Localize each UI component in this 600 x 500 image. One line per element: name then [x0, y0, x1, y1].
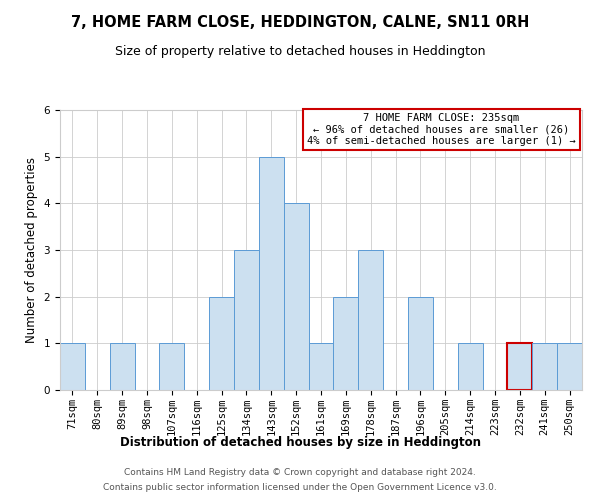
Text: Contains HM Land Registry data © Crown copyright and database right 2024.: Contains HM Land Registry data © Crown c…	[124, 468, 476, 477]
Bar	[60, 344, 85, 390]
Bar	[259, 156, 284, 390]
Text: Size of property relative to detached houses in Heddington: Size of property relative to detached ho…	[115, 45, 485, 58]
Bar	[458, 344, 482, 390]
Bar	[358, 250, 383, 390]
Bar	[308, 344, 334, 390]
Bar	[160, 344, 184, 390]
Bar	[209, 296, 234, 390]
Text: Contains public sector information licensed under the Open Government Licence v3: Contains public sector information licen…	[103, 483, 497, 492]
Text: Distribution of detached houses by size in Heddington: Distribution of detached houses by size …	[119, 436, 481, 449]
Text: 7, HOME FARM CLOSE, HEDDINGTON, CALNE, SN11 0RH: 7, HOME FARM CLOSE, HEDDINGTON, CALNE, S…	[71, 15, 529, 30]
Bar	[234, 250, 259, 390]
Bar	[334, 296, 358, 390]
Text: 7 HOME FARM CLOSE: 235sqm
← 96% of detached houses are smaller (26)
4% of semi-d: 7 HOME FARM CLOSE: 235sqm ← 96% of detac…	[307, 113, 575, 146]
Bar	[408, 296, 433, 390]
Bar	[557, 344, 582, 390]
Bar	[508, 344, 532, 390]
Bar	[110, 344, 134, 390]
Y-axis label: Number of detached properties: Number of detached properties	[25, 157, 38, 343]
Bar	[284, 204, 308, 390]
Bar	[532, 344, 557, 390]
